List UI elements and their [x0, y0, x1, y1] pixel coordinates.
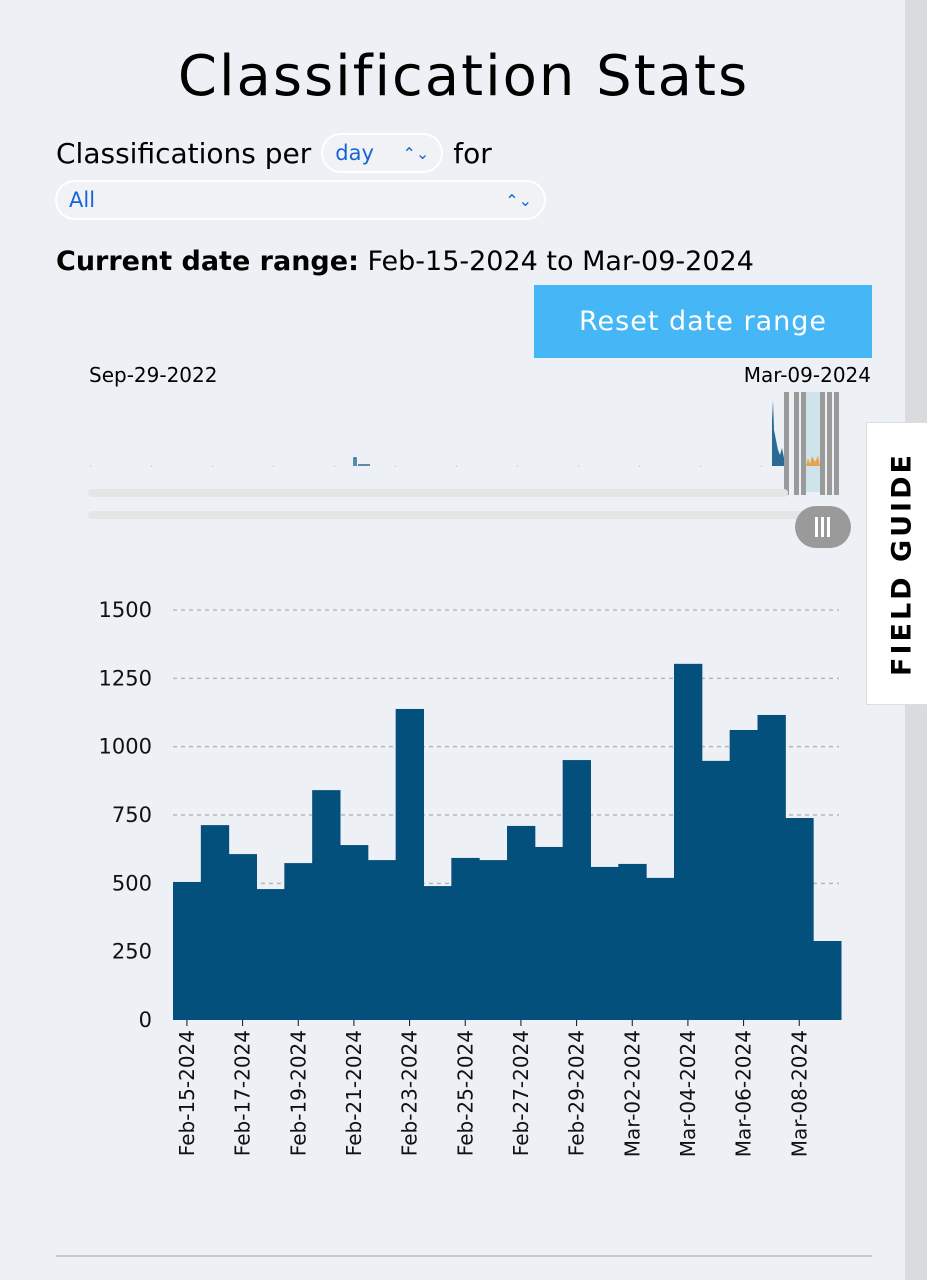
classifications-per-row: Classifications per day ⌃⌄ for — [56, 133, 492, 173]
y-tick-label: 1000 — [99, 735, 152, 759]
period-value: day — [335, 141, 374, 165]
chevron-updown-icon: ⌃⌄ — [402, 143, 430, 163]
bar — [813, 941, 842, 1020]
group-select[interactable]: All ⌃⌄ — [55, 180, 546, 220]
bar — [451, 857, 480, 1020]
overview-end-label: Mar-09-2024 — [743, 363, 871, 387]
selected-sparkline — [806, 456, 820, 466]
bar — [200, 825, 230, 1020]
x-tick-label: Feb-27-2024 — [509, 1030, 533, 1156]
x-tick-label: Feb-29-2024 — [565, 1030, 589, 1156]
date-range-value: Feb-15-2024 to Mar-09-2024 — [367, 246, 754, 277]
date-range-label: Current date range: — [56, 246, 359, 277]
bar — [173, 881, 202, 1020]
bar — [284, 863, 313, 1020]
y-tick-label: 750 — [112, 803, 152, 827]
field-guide-tab[interactable]: FIELD GUIDE — [866, 422, 927, 705]
field-guide-label: FIELD GUIDE — [886, 452, 918, 676]
group-value: All — [69, 188, 96, 212]
overview-brush-chart[interactable] — [0, 380, 900, 560]
y-tick-label: 250 — [112, 940, 152, 964]
y-tick-label: 0 — [139, 1008, 152, 1032]
x-tick-label: Mar-08-2024 — [787, 1030, 811, 1157]
bar — [534, 846, 564, 1020]
x-tick-label: Feb-23-2024 — [398, 1030, 422, 1156]
bar — [479, 860, 508, 1020]
slider-track[interactable] — [88, 511, 828, 519]
per-label: Classifications per — [56, 136, 312, 170]
brush-handles[interactable] — [784, 392, 839, 495]
bar — [701, 760, 731, 1020]
divider — [56, 1255, 872, 1257]
bar — [618, 863, 647, 1020]
for-label: for — [453, 136, 492, 170]
x-tick-label: Feb-21-2024 — [342, 1030, 366, 1156]
x-tick-label: Mar-06-2024 — [732, 1030, 756, 1157]
bar — [228, 854, 257, 1020]
x-tick-label: Feb-15-2024 — [175, 1030, 199, 1156]
classifications-bar-chart: 0 250 500 750 1000 1250 1500 Feb-15-2024 Feb-17-… — [99, 598, 842, 1157]
bar — [423, 886, 452, 1020]
bar — [590, 866, 619, 1020]
current-date-range: Current date range: Feb-15-2024 to Mar-0… — [56, 246, 754, 277]
bar — [256, 889, 285, 1020]
bar — [395, 708, 424, 1020]
reset-date-range-button[interactable]: Reset date range — [534, 285, 872, 358]
period-select[interactable]: day ⌃⌄ — [321, 133, 444, 173]
overview-sparkline — [90, 400, 785, 467]
brush-selection[interactable] — [805, 392, 821, 492]
bar — [674, 663, 703, 1020]
bar — [757, 714, 786, 1020]
bar — [507, 825, 536, 1020]
y-tick-label: 500 — [112, 871, 152, 895]
x-tick-label: Feb-19-2024 — [286, 1030, 310, 1156]
bar — [729, 729, 758, 1020]
x-tick-label: Feb-17-2024 — [231, 1030, 255, 1156]
bar — [785, 818, 814, 1020]
x-tick-label: Mar-04-2024 — [676, 1030, 700, 1157]
chevron-updown-icon: ⌃⌄ — [505, 190, 532, 210]
bar — [312, 790, 341, 1020]
x-tick-label: Feb-25-2024 — [453, 1030, 477, 1156]
bar — [367, 860, 397, 1020]
bar — [646, 877, 675, 1020]
slider-handle[interactable] — [795, 506, 851, 548]
y-tick-label: 1500 — [99, 598, 152, 622]
brush-track — [88, 489, 788, 497]
bar — [562, 760, 591, 1020]
y-tick-label: 1250 — [99, 666, 152, 690]
overview-start-label: Sep-29-2022 — [89, 363, 218, 387]
page-title: Classification Stats — [177, 44, 750, 109]
bar — [340, 845, 369, 1020]
x-tick-label: Mar-02-2024 — [620, 1030, 644, 1157]
